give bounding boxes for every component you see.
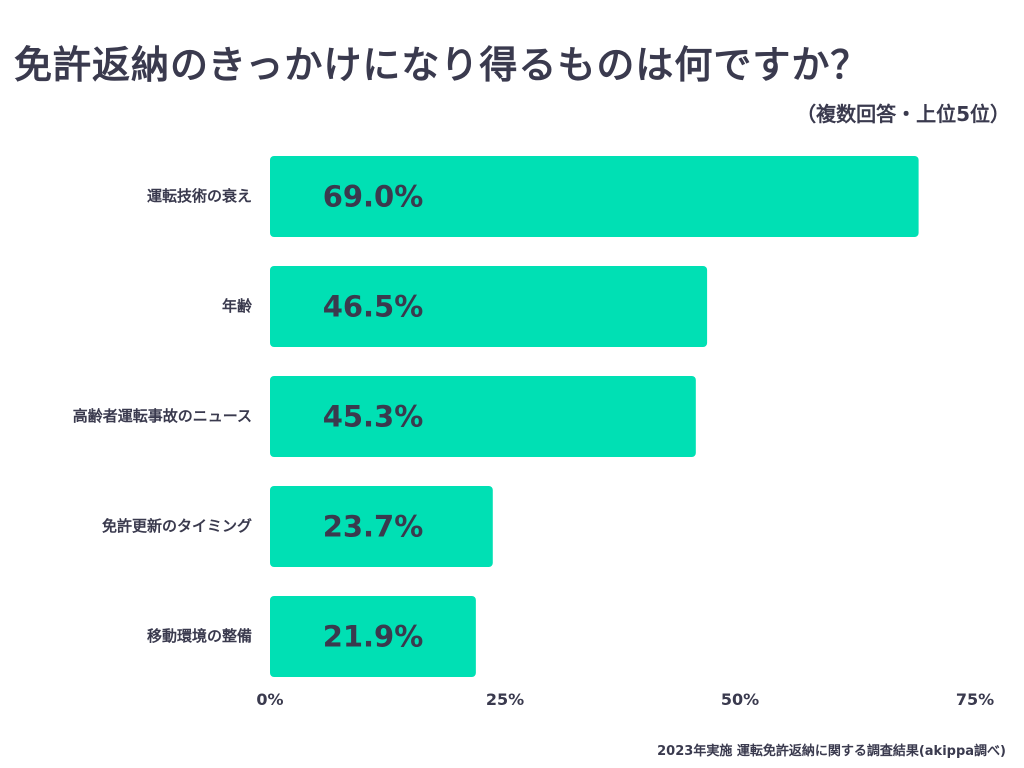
x-tick-label: 0%: [256, 690, 283, 709]
chart-title: 免許返納のきっかけになり得るものは何ですか？: [14, 43, 870, 87]
bar: [270, 376, 696, 457]
category-label: 運転技術の衰え: [147, 187, 252, 205]
bar: [270, 156, 919, 237]
x-tick-label: 25%: [486, 690, 524, 709]
chart-subtitle: （複数回答・上位5位）: [796, 102, 1010, 126]
category-label: 移動環境の整備: [147, 627, 252, 645]
value-label: 69.0%: [323, 180, 424, 214]
bars-layer: [270, 156, 919, 677]
source-note: 2023年実施 運転免許返納に関する調査結果(akippa調べ): [657, 744, 1006, 759]
category-label: 年齢: [222, 297, 253, 315]
value-label: 21.9%: [323, 620, 424, 654]
bar: [270, 486, 493, 567]
value-label: 23.7%: [323, 510, 424, 544]
category-label: 高齢者運転事故のニュース: [73, 407, 252, 425]
x-tick-label: 50%: [721, 690, 759, 709]
x-tick-label: 75%: [956, 690, 994, 709]
bar: [270, 596, 476, 677]
value-label: 45.3%: [323, 400, 424, 434]
bar: [270, 266, 708, 347]
value-labels: 69.0% 46.5% 45.3% 23.7% 21.9%: [323, 180, 424, 654]
category-label: 免許更新のタイミング: [102, 517, 252, 535]
x-axis-ticks: 0% 25% 50% 75%: [256, 690, 994, 709]
value-label: 46.5%: [323, 290, 424, 324]
